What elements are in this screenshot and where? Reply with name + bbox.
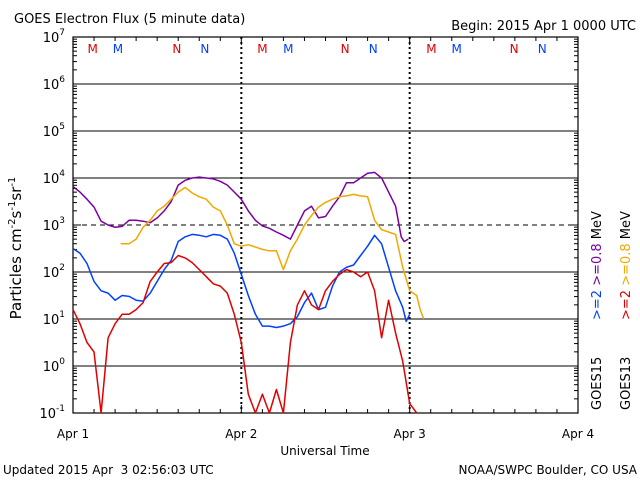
marker-m: M — [257, 42, 267, 56]
y-label-mid2: sr — [7, 186, 25, 201]
legend: GOES15 GOES13>=2 >=0.8 MeV>=2 >=0.8 MeV — [590, 211, 634, 410]
y-tick-base: 10 — [39, 407, 56, 422]
marker-n: N — [510, 42, 519, 56]
y-tick-exp: 6 — [59, 75, 65, 85]
y-axis-label: Particles cm-2s-1sr-1 — [7, 177, 25, 320]
y-tick-label: 101 — [43, 310, 65, 328]
legend-goes13: GOES13 — [619, 357, 634, 410]
x-tick-label: Apr 3 — [394, 427, 426, 441]
series-line — [72, 233, 411, 329]
y-tick-base: 10 — [43, 266, 60, 281]
legend-column-1: >=2 >=0.8 MeV — [590, 211, 605, 320]
noaa-credit: NOAA/SWPC Boulder, CO USA — [459, 463, 638, 477]
y-tick-label: 102 — [43, 263, 65, 281]
y-tick-label: 107 — [43, 28, 65, 46]
legend-goes15: GOES15 — [590, 357, 605, 410]
x-tick-label: Apr 1 — [57, 427, 89, 441]
y-tick-base: 10 — [43, 172, 60, 187]
y-tick-label: 106 — [43, 75, 66, 93]
y-tick-base: 10 — [43, 31, 60, 46]
chart-title: GOES Electron Flux (5 minute data) — [14, 12, 245, 27]
x-axis-ticks: Apr 1 Apr 2 Apr 3 Apr 4 — [57, 37, 594, 441]
legend-column-2: >=2 >=0.8 MeV — [619, 211, 634, 320]
y-label-exp1: -2 — [7, 218, 18, 228]
y-label-main: Particles cm — [7, 228, 25, 319]
y-label-exp3: -1 — [7, 177, 18, 187]
begin-time: Begin: 2015 Apr 1 0000 UTC — [451, 19, 636, 34]
marker-n: N — [172, 42, 181, 56]
y-tick-base: 10 — [43, 360, 60, 375]
y-tick-label: 10-1 — [39, 404, 65, 422]
y-tick-base: 10 — [43, 219, 60, 234]
x-tick-label: Apr 4 — [562, 427, 594, 441]
y-label-exp2: -1 — [7, 201, 18, 211]
marker-m: M — [451, 42, 461, 56]
y-tick-exp: 7 — [59, 28, 65, 38]
marker-n: N — [341, 42, 350, 56]
marker-m: M — [283, 42, 293, 56]
y-tick-base: 10 — [43, 313, 60, 328]
updated-time: Updated 2015 Apr 3 02:56:03 UTC — [3, 463, 214, 477]
y-tick-label: 104 — [43, 169, 66, 187]
series-line — [72, 254, 418, 414]
marker-n: N — [538, 42, 547, 56]
legend-entry: >=2 — [619, 290, 634, 320]
y-tick-label: 103 — [43, 216, 65, 234]
legend-unit: MeV — [590, 211, 605, 243]
marker-m: M — [426, 42, 436, 56]
x-tick-label: Apr 2 — [225, 427, 257, 441]
legend-entry: >=0.8 — [619, 243, 634, 290]
series-line — [120, 186, 425, 320]
data-series — [72, 171, 425, 414]
marker-n: N — [369, 42, 378, 56]
y-tick-exp: 4 — [59, 169, 65, 179]
y-tick-exp: 5 — [59, 122, 65, 132]
legend-unit: MeV — [619, 211, 634, 243]
y-tick-exp: -1 — [56, 404, 65, 414]
legend-entry: >=2 — [590, 290, 605, 320]
marker-n: N — [200, 42, 209, 56]
series-line — [72, 171, 409, 243]
y-tick-label: 100 — [43, 357, 66, 375]
x-axis-label: Universal Time — [280, 444, 369, 458]
legend-entry: >=0.8 — [590, 243, 605, 290]
y-label-mid1: s — [7, 210, 25, 218]
marker-m: M — [87, 42, 97, 56]
y-tick-label: 105 — [43, 122, 65, 140]
y-tick-exp: 2 — [59, 263, 65, 273]
y-tick-exp: 3 — [59, 216, 65, 226]
y-tick-base: 10 — [43, 125, 60, 140]
y-tick-exp: 1 — [59, 310, 65, 320]
grid-lines — [73, 37, 578, 413]
y-tick-base: 10 — [43, 78, 60, 93]
marker-m: M — [113, 42, 123, 56]
y-tick-exp: 0 — [59, 357, 65, 367]
